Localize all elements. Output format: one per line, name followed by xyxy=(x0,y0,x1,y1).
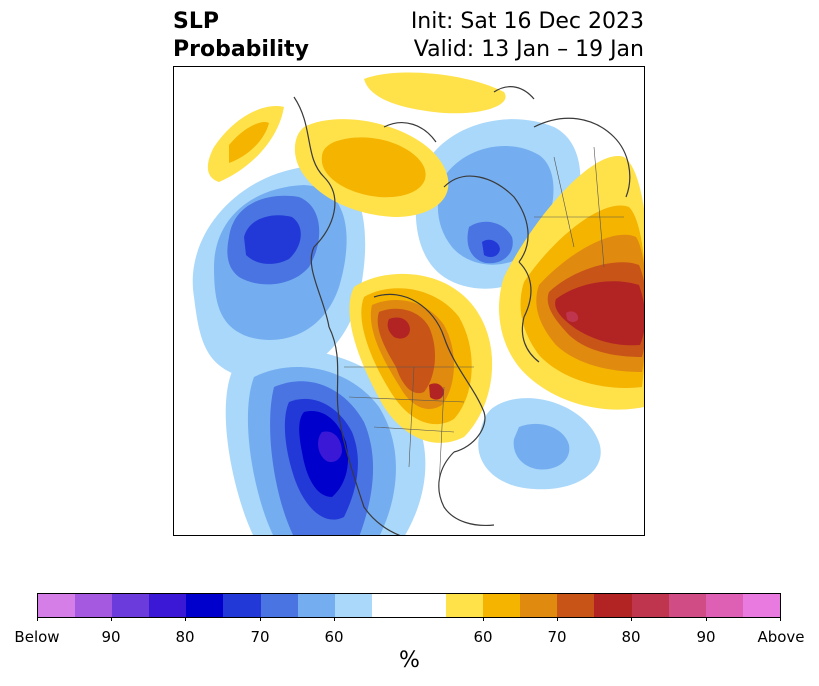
colorbar-tick-mark xyxy=(185,617,186,621)
colorbar xyxy=(37,593,781,618)
borders xyxy=(344,146,624,488)
probability-map xyxy=(174,67,644,535)
colorbar-tick-label: 80 xyxy=(621,628,641,646)
coastlines xyxy=(293,86,631,535)
colorbar-segment xyxy=(75,594,113,617)
colorbar-tick-label: 90 xyxy=(696,628,716,646)
colorbar-segment xyxy=(483,594,521,617)
colorbar-tick-mark xyxy=(111,617,112,621)
colorbar-tick-mark xyxy=(483,617,484,621)
colorbar-tick-label: 80 xyxy=(175,628,195,646)
colorbar-segment xyxy=(631,594,669,617)
chart-title: SLP Probability xyxy=(173,8,309,64)
colorbar-tick-mark xyxy=(557,617,558,621)
colorbar-segment xyxy=(557,594,595,617)
colorbar-tick-mark xyxy=(260,617,261,621)
colorbar-tick-label: 60 xyxy=(473,628,493,646)
colorbar-segment xyxy=(297,594,335,617)
colorbar-tick-label: Below xyxy=(14,628,60,646)
colorbar-segment xyxy=(371,594,447,617)
colorbar-segment xyxy=(594,594,632,617)
colorbar-tick-label: 90 xyxy=(101,628,121,646)
colorbar-tick-label: 70 xyxy=(250,628,270,646)
colorbar-tick-label: 60 xyxy=(324,628,344,646)
colorbar-tick-mark xyxy=(706,617,707,621)
valid-range: Valid: 13 Jan – 19 Jan xyxy=(413,37,644,62)
colorbar-segment xyxy=(223,594,261,617)
colorbar-segment xyxy=(112,594,150,617)
colorbar-tick-mark xyxy=(334,617,335,621)
colorbar-segment xyxy=(668,594,706,617)
colorbar-tick-mark xyxy=(780,617,781,621)
title-line-2: Probability xyxy=(173,37,309,62)
colorbar-segment xyxy=(260,594,298,617)
map-panel xyxy=(173,66,645,536)
colorbar-tick-mark xyxy=(631,617,632,621)
colorbar-segment xyxy=(38,594,76,617)
title-line-1: SLP xyxy=(173,9,219,34)
colorbar-segment xyxy=(705,594,743,617)
colorbar-tick-label: 70 xyxy=(547,628,567,646)
colorbar-units: % xyxy=(399,648,420,673)
colorbar-segment xyxy=(742,594,780,617)
date-info: Init: Sat 16 Dec 2023 Valid: 13 Jan – 19… xyxy=(411,8,644,64)
colorbar-segment xyxy=(446,594,484,617)
colorbar-tick-label: Above xyxy=(757,628,805,646)
colorbar-segment xyxy=(149,594,187,617)
colorbar-segment xyxy=(520,594,558,617)
colorbar-tick-mark xyxy=(37,617,38,621)
init-date: Init: Sat 16 Dec 2023 xyxy=(410,9,644,34)
colorbar-segment xyxy=(334,594,372,617)
colorbar-segment xyxy=(186,594,224,617)
